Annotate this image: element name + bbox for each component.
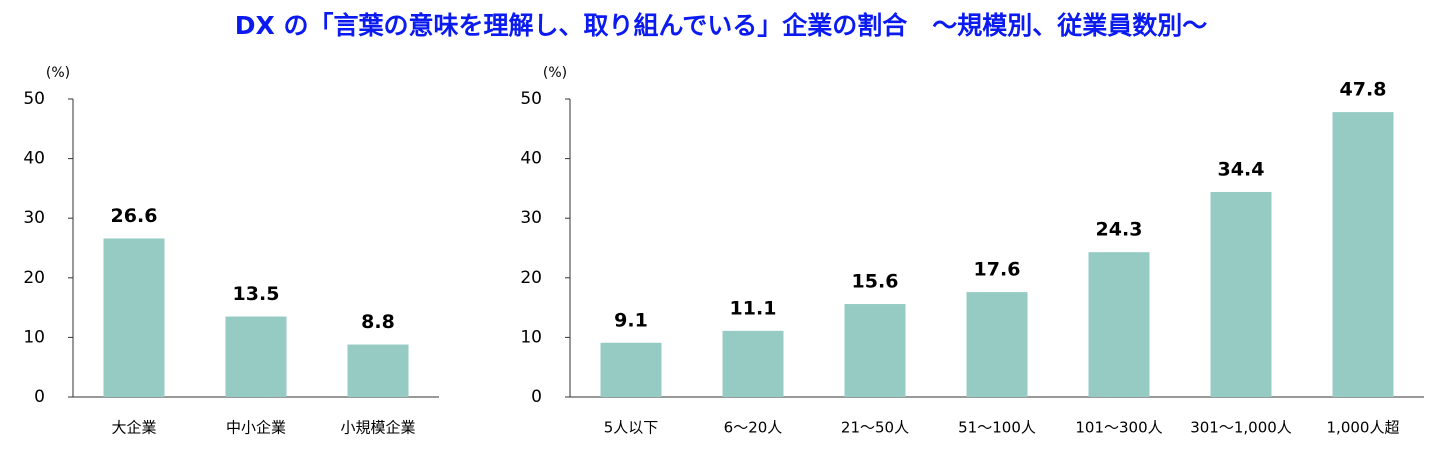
value-label: 11.1 bbox=[730, 297, 777, 319]
x-tick-label: 1,000人超 bbox=[1327, 419, 1400, 437]
bar bbox=[722, 330, 784, 397]
x-tick-label: 101～300人 bbox=[1075, 419, 1162, 437]
bar bbox=[966, 292, 1028, 397]
y-tick-label: 10 bbox=[520, 327, 542, 347]
x-tick-label: 大企業 bbox=[111, 419, 156, 437]
y-tick-label: 30 bbox=[23, 208, 45, 228]
y-tick-label: 50 bbox=[520, 89, 542, 109]
value-label: 15.6 bbox=[852, 271, 899, 293]
bar bbox=[225, 316, 287, 397]
bar bbox=[600, 342, 662, 397]
x-tick-label: 51～100人 bbox=[958, 419, 1036, 437]
y-tick-label: 20 bbox=[23, 268, 45, 288]
x-tick-label: 301～1,000人 bbox=[1190, 419, 1292, 437]
y-tick-label: 20 bbox=[520, 268, 542, 288]
value-label: 24.3 bbox=[1096, 219, 1143, 241]
bar bbox=[1332, 112, 1394, 397]
y-tick-label: 10 bbox=[23, 327, 45, 347]
bar bbox=[1210, 191, 1272, 397]
y-tick-label: 40 bbox=[23, 149, 45, 169]
x-tick-label: 中小企業 bbox=[226, 419, 286, 437]
y-axis-unit: (%) bbox=[46, 65, 70, 81]
value-label: 26.6 bbox=[111, 205, 158, 227]
y-tick-label: 0 bbox=[531, 387, 542, 407]
value-label: 47.8 bbox=[1340, 79, 1387, 101]
value-label: 17.6 bbox=[974, 259, 1021, 281]
y-tick-label: 40 bbox=[520, 149, 542, 169]
value-label: 8.8 bbox=[361, 311, 395, 333]
value-label: 13.5 bbox=[233, 283, 280, 305]
value-label: 9.1 bbox=[614, 309, 648, 331]
bar bbox=[1088, 252, 1150, 397]
value-label: 34.4 bbox=[1218, 158, 1265, 180]
x-tick-label: 5人以下 bbox=[604, 419, 659, 437]
page-title: DX の「言葉の意味を理解し、取り組んでいる」企業の割合 ～規模別、従業員数別～ bbox=[235, 11, 1207, 40]
y-axis-unit: (%) bbox=[543, 65, 567, 81]
y-tick-label: 50 bbox=[23, 89, 45, 109]
x-tick-label: 6～20人 bbox=[724, 419, 783, 437]
x-tick-label: 21～50人 bbox=[841, 419, 909, 437]
bar bbox=[103, 238, 165, 397]
y-tick-label: 0 bbox=[34, 387, 45, 407]
bar bbox=[347, 344, 409, 397]
bar bbox=[844, 304, 906, 397]
y-tick-label: 30 bbox=[520, 208, 542, 228]
x-tick-label: 小規模企業 bbox=[340, 419, 415, 437]
